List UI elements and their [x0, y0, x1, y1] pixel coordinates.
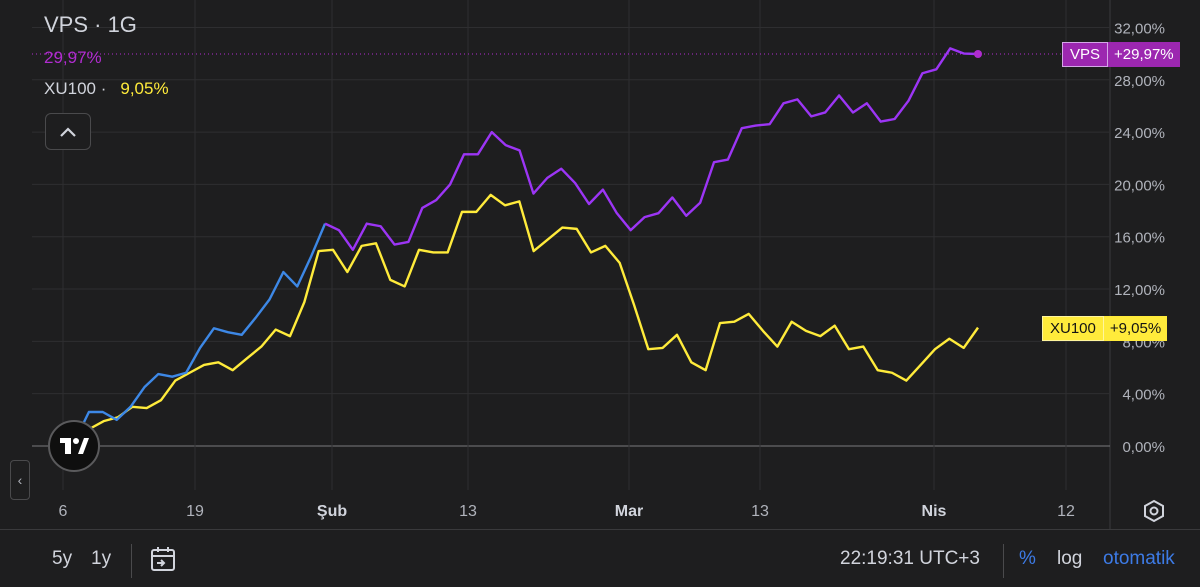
expand-toolbar-button[interactable]: ‹ [10, 460, 30, 500]
toolbar-divider [1003, 544, 1004, 578]
grid-lines [32, 0, 1111, 530]
collapse-legend-button[interactable] [45, 113, 91, 150]
xu100-legend: XU100 · 9,05% [44, 79, 169, 99]
vps-price-label: VPS +29,97% [1062, 42, 1180, 67]
y-tick-label: 32,00% [1114, 20, 1165, 37]
left-toolbar-strip [0, 0, 8, 587]
x-tick-label: 6 [59, 503, 68, 520]
y-tick-label: 12,00% [1114, 282, 1165, 299]
xu100-pill-name: XU100 [1042, 316, 1104, 341]
vps-pill-name: VPS [1062, 42, 1109, 67]
range-5y-button[interactable]: 5y [52, 548, 73, 569]
range-1y-button[interactable]: 1y [91, 548, 112, 569]
series-lines [32, 47, 1062, 442]
xu100-price-label: XU100 +9,05% [1042, 316, 1168, 341]
vps-legend-value: 29,97% [44, 48, 102, 67]
auto-scale-toggle[interactable]: otomatik [1103, 548, 1175, 569]
symbol-title[interactable]: VPS · 1G [44, 12, 137, 37]
calendar-goto-icon [151, 547, 175, 571]
x-tick-label: 19 [186, 503, 204, 520]
tradingview-logo-icon [60, 438, 89, 454]
clock-timezone[interactable]: 22:19:31 UTC+3 [840, 548, 980, 569]
chevron-left-icon: ‹ [17, 472, 23, 488]
chevron-up-icon [60, 126, 76, 137]
y-tick-label: 16,00% [1114, 230, 1165, 247]
x-tick-label: 12 [1057, 503, 1075, 520]
tradingview-logo[interactable] [48, 420, 100, 472]
y-tick-label: 0,00% [1122, 439, 1165, 456]
y-tick-label: 24,00% [1114, 125, 1165, 142]
x-tick-label: Şub [317, 503, 347, 520]
series-line-vps [324, 47, 979, 252]
x-tick-label: Mar [615, 503, 643, 520]
toolbar-divider [131, 544, 132, 578]
percent-scale-toggle[interactable]: % [1019, 548, 1036, 569]
vps-pill-pct: +29,97% [1108, 42, 1180, 67]
chart-settings-button[interactable] [1140, 497, 1168, 525]
vps-last-point [974, 49, 982, 58]
y-axis: 0,00%4,00%8,00%12,00%16,00%20,00%24,00%2… [1114, 20, 1165, 456]
xu100-legend-value: 9,05% [120, 79, 169, 98]
log-scale-toggle[interactable]: log [1057, 548, 1083, 569]
series-line-vps-early [73, 223, 327, 442]
y-tick-label: 20,00% [1114, 177, 1165, 194]
xu100-pill-pct: +9,05% [1103, 316, 1168, 341]
x-axis: 6 19 Şub 13 Mar 13 Nis 12 [59, 503, 1075, 520]
x-tick-label: 13 [751, 503, 769, 520]
x-tick-label: Nis [922, 503, 947, 520]
series-line-xu100 [74, 193, 979, 441]
bottom-toolbar [0, 529, 1200, 587]
y-tick-label: 28,00% [1114, 73, 1165, 90]
y-tick-label: 4,00% [1122, 387, 1165, 404]
xu100-legend-label: XU100 · [44, 79, 107, 98]
go-to-date-button[interactable] [148, 544, 178, 579]
settings-hexagon-icon [1144, 499, 1164, 523]
x-tick-label: 13 [459, 503, 477, 520]
